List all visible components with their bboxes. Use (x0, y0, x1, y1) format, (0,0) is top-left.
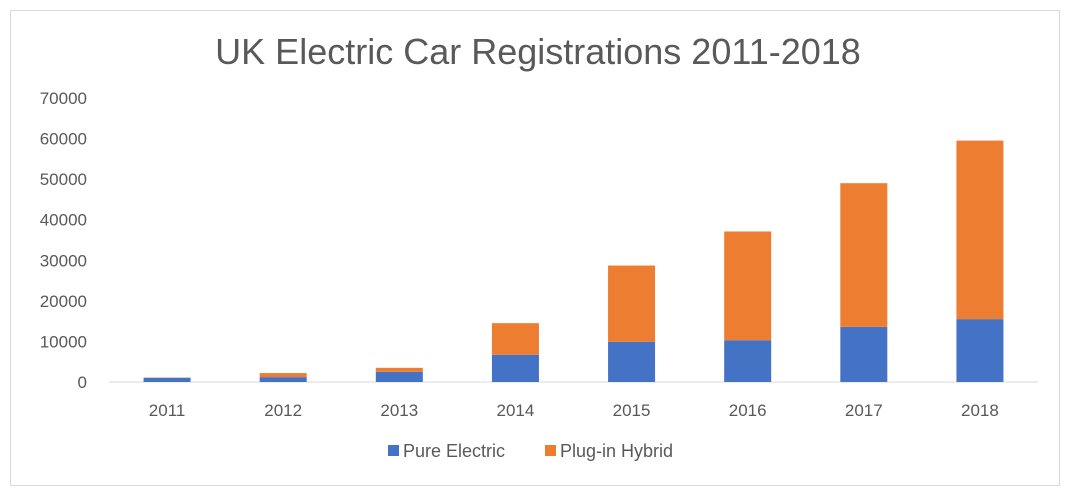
x-tick-label: 2013 (380, 401, 418, 420)
bar-pure-electric-2016 (724, 340, 772, 382)
legend-label: Plug-in Hybrid (560, 441, 673, 461)
x-tick-label: 2018 (961, 401, 999, 420)
x-tick-label: 2014 (497, 401, 535, 420)
bar-plug-in-hybrid-2012 (259, 373, 307, 378)
x-tick-label: 2016 (729, 401, 767, 420)
y-tick-label: 30000 (40, 251, 87, 270)
bar-plug-in-hybrid-2016 (724, 231, 772, 341)
y-tick-label: 10000 (40, 332, 87, 351)
legend-swatch (388, 445, 399, 456)
x-tick-label: 2012 (264, 401, 302, 420)
y-tick-label: 70000 (40, 89, 87, 108)
bar-pure-electric-2012 (259, 377, 307, 382)
bar-pure-electric-2018 (956, 319, 1004, 382)
bars (143, 140, 1004, 382)
legend-swatch (545, 445, 556, 456)
chart-title: UK Electric Car Registrations 2011-2018 (215, 31, 861, 72)
bar-pure-electric-2014 (491, 354, 539, 382)
bar-pure-electric-2017 (840, 326, 888, 382)
legend-label: Pure Electric (403, 441, 505, 461)
y-tick-label: 0 (78, 373, 87, 392)
chart: UK Electric Car Registrations 2011-2018 … (40, 31, 1038, 461)
bar-plug-in-hybrid-2014 (491, 323, 539, 355)
y-tick-label: 50000 (40, 170, 87, 189)
bar-plug-in-hybrid-2017 (840, 183, 888, 327)
y-tick-label: 20000 (40, 292, 87, 311)
bar-pure-electric-2011 (143, 377, 191, 382)
chart-frame: UK Electric Car Registrations 2011-2018 … (10, 10, 1060, 486)
x-axis: 2011 2012 2013 2014 2015 2016 2017 2018 (149, 401, 999, 420)
legend: Pure Electric Plug-in Hybrid (388, 441, 673, 461)
y-tick-label: 60000 (40, 130, 87, 149)
x-tick-label: 2017 (845, 401, 883, 420)
bar-pure-electric-2013 (375, 371, 423, 382)
x-tick-label: 2015 (613, 401, 651, 420)
bar-pure-electric-2015 (608, 341, 656, 382)
y-tick-label: 40000 (40, 211, 87, 230)
x-tick-label: 2011 (149, 401, 186, 420)
bar-plug-in-hybrid-2013 (375, 367, 423, 372)
y-axis: 0 10000 20000 30000 40000 50000 60000 70000 (40, 89, 87, 392)
bar-plug-in-hybrid-2018 (956, 140, 1004, 320)
bar-plug-in-hybrid-2015 (608, 265, 656, 342)
